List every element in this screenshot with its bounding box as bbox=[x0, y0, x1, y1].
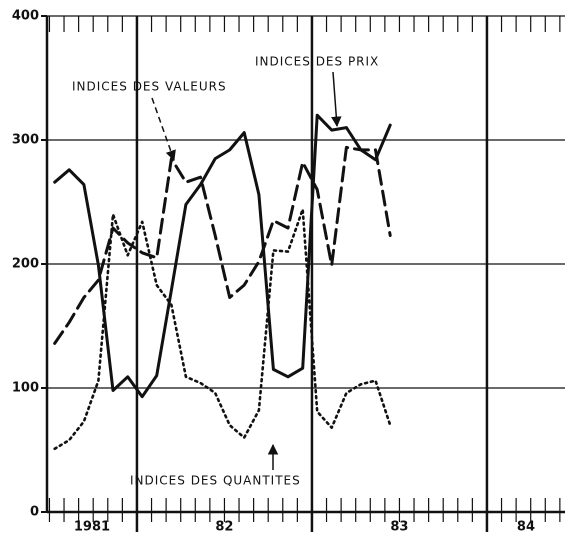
arrow bbox=[331, 71, 342, 128]
series-line bbox=[53, 113, 392, 399]
x-tick-label: 83 bbox=[390, 520, 408, 535]
series-line bbox=[53, 208, 392, 451]
series-label: INDICES DES QUANTITES bbox=[130, 474, 301, 488]
y-tick-label: 100 bbox=[12, 381, 39, 396]
series-label: INDICES DES VALEURS bbox=[72, 80, 227, 94]
x-tick-label: 84 bbox=[517, 520, 535, 535]
series-label: INDICES DES PRIX bbox=[255, 55, 379, 69]
y-tick-label: 0 bbox=[30, 505, 39, 520]
series-line bbox=[53, 145, 392, 345]
arrow bbox=[151, 97, 176, 161]
y-tick-label: 300 bbox=[12, 133, 39, 148]
x-tick-label: 1981 bbox=[74, 520, 110, 535]
y-tick-label: 200 bbox=[12, 257, 39, 272]
y-tick-label: 400 bbox=[12, 9, 39, 24]
x-tick-label: 82 bbox=[215, 520, 233, 535]
